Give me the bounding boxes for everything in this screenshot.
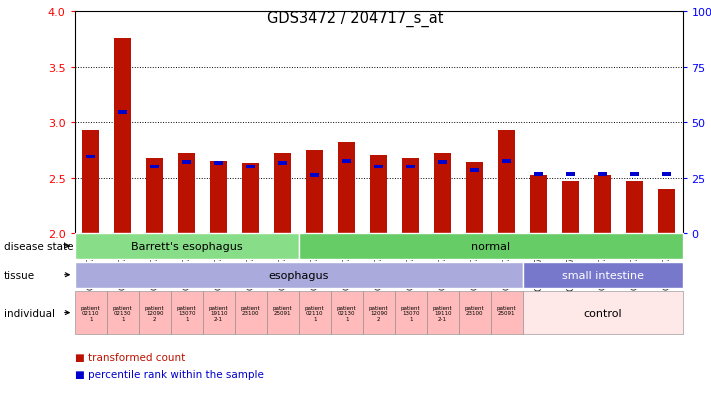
Text: disease state: disease state	[4, 241, 73, 251]
Bar	[459, 291, 491, 335]
Bar	[107, 291, 139, 335]
Bar	[171, 291, 203, 335]
Bar	[534, 173, 543, 177]
Text: patient
25091: patient 25091	[497, 305, 516, 321]
Bar	[598, 173, 607, 177]
Bar	[594, 176, 611, 233]
Text: control: control	[583, 308, 622, 318]
Bar	[662, 173, 671, 177]
Bar	[139, 291, 171, 335]
Bar	[566, 173, 575, 177]
Bar	[406, 165, 415, 169]
Bar	[562, 181, 579, 233]
Bar	[498, 131, 515, 233]
Bar	[242, 164, 260, 233]
Text: patient
19110
2-1: patient 19110 2-1	[209, 305, 228, 321]
Text: patient
23100: patient 23100	[465, 305, 484, 321]
Bar	[150, 165, 159, 169]
Bar	[82, 131, 100, 233]
Bar	[114, 39, 132, 233]
Bar	[118, 111, 127, 115]
Bar	[491, 291, 523, 335]
Bar	[630, 173, 639, 177]
Text: patient
02130
1: patient 02130 1	[337, 305, 356, 321]
Bar	[278, 162, 287, 166]
Bar	[342, 159, 351, 164]
Bar	[338, 143, 356, 233]
Text: tissue: tissue	[4, 270, 35, 280]
Bar	[363, 291, 395, 335]
Text: GDS3472 / 204717_s_at: GDS3472 / 204717_s_at	[267, 10, 444, 26]
Bar	[523, 262, 683, 288]
Bar	[306, 150, 324, 233]
Text: normal: normal	[471, 241, 510, 251]
Text: esophagus: esophagus	[269, 270, 328, 280]
Bar	[395, 291, 427, 335]
Bar	[523, 291, 683, 335]
Text: patient
19110
2-1: patient 19110 2-1	[433, 305, 452, 321]
Text: Barrett's esophagus: Barrett's esophagus	[131, 241, 242, 251]
Bar	[214, 162, 223, 166]
Bar	[626, 181, 643, 233]
Text: ■ percentile rank within the sample: ■ percentile rank within the sample	[75, 369, 264, 379]
Text: patient
13070
1: patient 13070 1	[177, 305, 196, 321]
Bar	[182, 161, 191, 164]
Bar	[210, 161, 228, 233]
Bar	[235, 291, 267, 335]
Bar	[203, 291, 235, 335]
Bar	[502, 159, 511, 164]
Text: patient
02110
1: patient 02110 1	[81, 305, 100, 321]
Bar	[402, 158, 419, 233]
Bar	[427, 291, 459, 335]
Text: patient
25091: patient 25091	[273, 305, 292, 321]
Bar	[146, 158, 164, 233]
Bar	[75, 233, 299, 259]
Bar	[274, 154, 292, 233]
Text: patient
12090
2: patient 12090 2	[145, 305, 164, 321]
Bar	[470, 169, 479, 172]
Text: patient
13070
1: patient 13070 1	[401, 305, 420, 321]
Bar	[75, 291, 107, 335]
Bar	[178, 154, 196, 233]
Bar	[374, 165, 383, 169]
Text: patient
02110
1: patient 02110 1	[305, 305, 324, 321]
Bar	[438, 161, 447, 164]
Bar	[466, 163, 483, 233]
Text: individual: individual	[4, 308, 55, 318]
Bar	[530, 176, 547, 233]
Bar	[310, 174, 319, 178]
Text: patient
23100: patient 23100	[241, 305, 260, 321]
Bar	[434, 154, 451, 233]
Bar	[246, 165, 255, 169]
Bar	[299, 291, 331, 335]
Bar	[267, 291, 299, 335]
Text: patient
02130
1: patient 02130 1	[113, 305, 132, 321]
Bar	[658, 189, 675, 233]
Bar	[331, 291, 363, 335]
Bar	[86, 155, 95, 159]
Bar	[370, 156, 387, 233]
Bar	[75, 262, 523, 288]
Bar	[299, 233, 683, 259]
Text: patient
12090
2: patient 12090 2	[369, 305, 388, 321]
Text: small intestine: small intestine	[562, 270, 643, 280]
Text: ■ transformed count: ■ transformed count	[75, 352, 185, 362]
